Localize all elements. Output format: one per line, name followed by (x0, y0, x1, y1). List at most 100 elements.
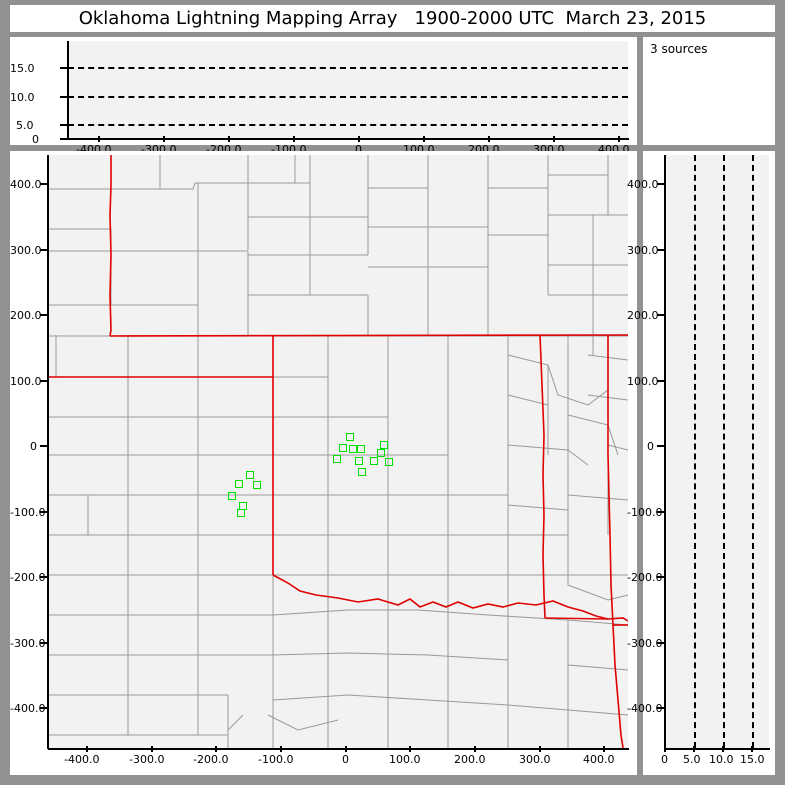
gridline-x-10 (723, 155, 725, 748)
title-bar: Oklahoma Lightning Mapping Array 1900-20… (10, 5, 775, 32)
map-x-tick-m100 (280, 746, 282, 752)
map-y-tick-400 (40, 183, 48, 185)
map-x-label-300: 300.0 (519, 753, 551, 766)
lightning-source-marker[interactable] (357, 444, 366, 453)
map-x-label-400: 400.0 (583, 753, 615, 766)
map-y-label-m200: -200.0 (10, 571, 46, 584)
hist-x-label-10: 10.0 (709, 753, 734, 766)
map-y-tick-100 (40, 380, 48, 382)
hist-y-label-400: 400.0 (627, 178, 659, 191)
hist-x-tick-0 (664, 746, 666, 752)
map-x-axis-line (48, 748, 629, 750)
hist-y-label-m200: -200.0 (627, 571, 663, 584)
time-y-tick-0 (60, 138, 68, 140)
time-altitude-panel[interactable]: 0 5.0 10.0 15.0 -400.0 -300.0 -200.0 -10… (10, 37, 637, 156)
map-x-label-m200: -200.0 (193, 753, 229, 766)
lightning-source-marker[interactable] (235, 480, 244, 489)
hist-x-tick-5 (693, 746, 695, 752)
histogram-x-axis-line (665, 748, 770, 750)
gridline-x-15 (752, 155, 754, 748)
map-y-label-0: 0 (30, 440, 37, 453)
lightning-source-marker[interactable] (355, 456, 364, 465)
map-x-label-100: 100.0 (389, 753, 421, 766)
source-markers-layer[interactable] (48, 155, 628, 748)
map-x-tick-0 (345, 746, 347, 752)
histogram-plot-area[interactable] (665, 155, 769, 748)
map-x-label-m300: -300.0 (129, 753, 165, 766)
lightning-source-marker[interactable] (252, 481, 261, 490)
map-y-axis-line (47, 155, 49, 749)
lightning-source-marker[interactable] (376, 449, 385, 458)
map-x-tick-400 (603, 746, 605, 752)
hist-y-tick-m100 (657, 511, 665, 513)
map-x-tick-300 (539, 746, 541, 752)
map-y-label-m400: -400.0 (10, 702, 46, 715)
map-x-label-0: 0 (342, 753, 349, 766)
plan-view-map-panel[interactable]: 400.0 300.0 200.0 100.0 0 -100.0 -200.0 … (10, 151, 637, 775)
hist-y-label-0: 0 (647, 440, 654, 453)
time-x-tick-m300 (163, 136, 165, 142)
source-count-label: 3 sources (650, 42, 708, 56)
hist-y-tick-200 (657, 314, 665, 316)
lightning-source-marker[interactable] (346, 433, 355, 442)
time-y-label-5: 5.0 (16, 119, 34, 132)
histogram-y-axis-line (664, 155, 666, 749)
time-x-tick-100 (423, 136, 425, 142)
hist-y-label-300: 300.0 (627, 244, 659, 257)
lightning-source-marker[interactable] (338, 443, 347, 452)
map-y-tick-0 (40, 445, 48, 447)
source-count-panel: 3 sources (643, 37, 775, 145)
hist-y-label-m300: -300.0 (627, 637, 663, 650)
time-altitude-plot-area[interactable] (68, 41, 628, 138)
hist-y-tick-m300 (657, 642, 665, 644)
altitude-histogram-panel[interactable]: 400.0 300.0 200.0 100.0 0 -100.0 -200.0 … (627, 151, 775, 775)
time-y-tick-15 (60, 67, 68, 69)
lightning-source-marker[interactable] (384, 457, 393, 466)
gridline-x-5 (694, 155, 696, 748)
state-borders-layer (48, 155, 628, 748)
lightning-source-marker[interactable] (227, 491, 236, 500)
map-y-tick-m200 (40, 576, 48, 578)
hist-y-label-m100: -100.0 (627, 506, 663, 519)
time-x-tick-0 (358, 136, 360, 142)
lightning-source-marker[interactable] (333, 454, 342, 463)
hist-y-tick-0 (657, 445, 665, 447)
hist-y-tick-100 (657, 380, 665, 382)
time-x-tick-400 (618, 136, 620, 142)
lightning-source-marker[interactable] (236, 509, 245, 518)
map-x-tick-m400 (86, 746, 88, 752)
hist-x-label-0: 0 (661, 753, 668, 766)
hist-y-tick-m200 (657, 576, 665, 578)
lightning-source-marker[interactable] (370, 456, 379, 465)
map-y-label-300: 300.0 (10, 244, 42, 257)
hist-x-tick-15 (751, 746, 753, 752)
map-y-label-m300: -300.0 (10, 637, 46, 650)
time-x-label-0: 0 (355, 143, 362, 156)
map-x-tick-m200 (215, 746, 217, 752)
map-x-label-m100: -100.0 (258, 753, 294, 766)
time-y-tick-10 (60, 96, 68, 98)
map-x-tick-100 (409, 746, 411, 752)
map-y-label-m100: -100.0 (10, 506, 46, 519)
lightning-source-marker[interactable] (245, 470, 254, 479)
time-x-tick-300 (553, 136, 555, 142)
time-x-tick-200 (488, 136, 490, 142)
map-y-label-100: 100.0 (10, 375, 42, 388)
gridline-y-10 (68, 96, 628, 98)
hist-y-label-m400: -400.0 (627, 702, 663, 715)
lightning-source-marker[interactable] (349, 444, 358, 453)
lightning-source-marker[interactable] (380, 441, 389, 450)
map-plot-area[interactable] (48, 155, 628, 748)
map-y-tick-200 (40, 314, 48, 316)
map-x-tick-200 (474, 746, 476, 752)
hist-x-label-5: 5.0 (683, 753, 701, 766)
map-x-label-200: 200.0 (454, 753, 486, 766)
hist-y-label-100: 100.0 (627, 375, 659, 388)
hist-y-tick-m400 (657, 707, 665, 709)
gridline-y-15 (68, 67, 628, 69)
lightning-source-marker[interactable] (357, 468, 366, 477)
time-x-tick-m200 (228, 136, 230, 142)
map-y-label-400: 400.0 (10, 178, 42, 191)
hist-y-label-200: 200.0 (627, 309, 659, 322)
